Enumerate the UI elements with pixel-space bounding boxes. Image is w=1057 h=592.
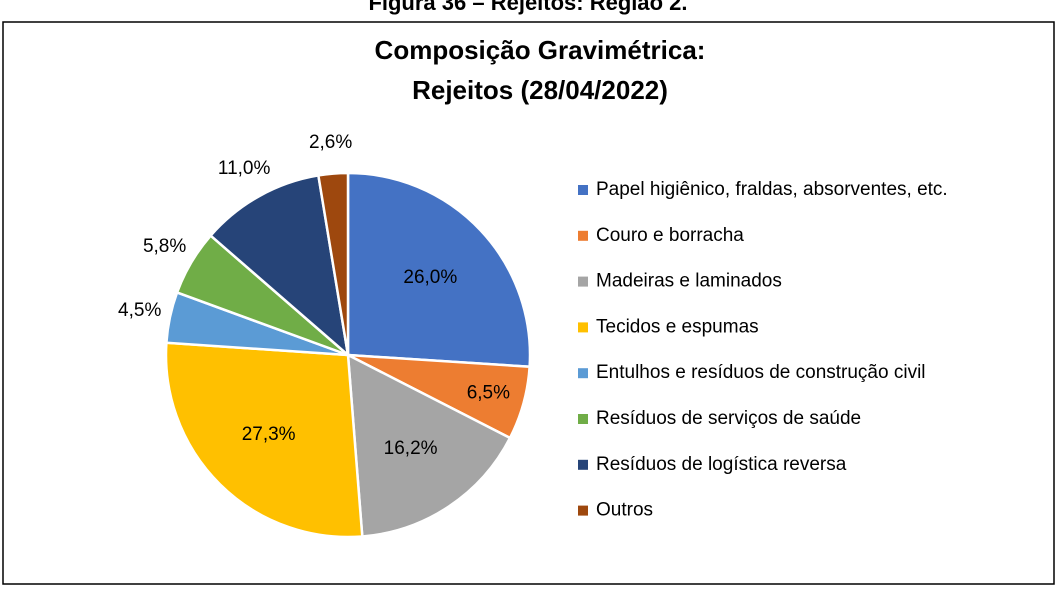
data-label: 6,5% — [467, 383, 510, 404]
legend-label: Madeiras e laminados — [596, 271, 782, 292]
pie-slice — [208, 173, 350, 359]
legend-swatch — [578, 322, 588, 333]
data-label: 27,3% — [242, 424, 296, 445]
legend-swatch — [578, 414, 588, 424]
pie-slice — [346, 352, 512, 538]
data-label: 4,5% — [118, 300, 161, 321]
legend-swatch — [578, 185, 588, 195]
legend-label: Resíduos de logística reversa — [596, 454, 847, 475]
chart-title: Rejeitos (28/04/2022) — [412, 75, 668, 105]
legend-swatch — [578, 276, 588, 287]
legend-label: Entulhos e resíduos de construção civil — [596, 362, 926, 383]
legend-swatch — [578, 230, 588, 241]
legend-label: Outros — [596, 500, 653, 521]
legend-label: Papel higiênico, fraldas, absorventes, e… — [596, 179, 948, 200]
legend-label: Tecidos e espumas — [596, 316, 759, 337]
pie-slice — [346, 171, 532, 369]
pie-slice — [316, 171, 350, 356]
legend-label: Resíduos de serviços de saúde — [596, 408, 861, 429]
chart-title: Composição Gravimétrica: — [375, 35, 706, 65]
legend-label: Couro e borracha — [596, 225, 744, 246]
legend-swatch — [578, 368, 588, 379]
legend-swatch — [578, 459, 588, 470]
data-label: 5,8% — [143, 236, 186, 257]
legend-swatch — [578, 505, 588, 516]
data-label: 16,2% — [384, 438, 438, 459]
caption: Figura 36 – Rejeitos: Região 2. — [368, 0, 687, 15]
pie-slice — [164, 341, 364, 539]
data-label: 26,0% — [403, 267, 457, 288]
data-label: 11,0% — [218, 158, 271, 179]
data-label: 2,6% — [309, 132, 352, 153]
